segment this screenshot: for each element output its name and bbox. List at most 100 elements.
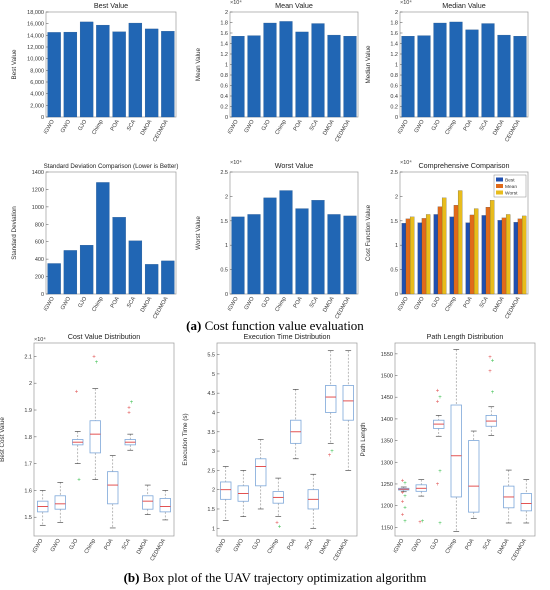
y-tick-label: 0.5 — [390, 268, 398, 274]
y-tick-label: 1450 — [381, 395, 393, 401]
y-tick-label: 400 — [35, 257, 44, 263]
x-tick-label: POA — [464, 538, 475, 551]
y-tick-label: 2 — [395, 194, 398, 200]
box-chimp-outlier: + — [95, 360, 99, 366]
chart-title: Standard Deviation Comparison (Lower is … — [44, 163, 179, 170]
y-tick-label: 2,000 — [30, 103, 44, 109]
bar-poa — [112, 31, 126, 118]
y-axis-label: Worst Value — [195, 216, 202, 250]
y-tick-label: 0 — [225, 292, 228, 298]
x-tick-label: SCA — [126, 119, 137, 132]
bar-worst-igwo — [409, 216, 415, 295]
bar-dmoa — [327, 214, 341, 295]
y-tick-label: 0 — [41, 115, 44, 121]
box-igwo-outlier: + — [403, 519, 407, 525]
y-tick-label: 200 — [35, 275, 44, 281]
y-tick-label: 1150 — [381, 525, 393, 531]
y-tick-label: 4,000 — [30, 92, 44, 98]
x-tick-label: Chimp — [267, 538, 280, 555]
bar-cedmoa — [513, 36, 527, 118]
box-gjo-outlier: + — [436, 482, 440, 488]
bar-cedmoa — [343, 36, 357, 118]
y-tick-label: 2 — [225, 10, 228, 16]
box-chimp-outlier: + — [275, 520, 279, 526]
x-tick-label: CEDMOA — [333, 538, 351, 562]
y-axis-label: Mean Value — [195, 47, 202, 81]
box-poa-body — [468, 440, 480, 513]
y-tick-label: 1250 — [381, 482, 393, 488]
x-tick-label: GWO — [233, 537, 246, 553]
axis-exponent: ×10⁴ — [400, 0, 412, 6]
x-tick-label: Chimp — [445, 538, 458, 555]
box-sca-outlier: + — [488, 369, 492, 375]
y-axis-label: Standard Deviation — [11, 206, 18, 260]
box-gjo-outlier: + — [436, 400, 440, 406]
x-tick-label: GWO — [244, 295, 257, 311]
bar-worst-dmoa — [505, 214, 511, 295]
box-sca-outlier: + — [127, 405, 131, 411]
x-tick-label: Chimp — [274, 296, 287, 313]
x-tick-label: GJO — [252, 537, 263, 551]
y-tick-label: 6,000 — [30, 80, 44, 86]
bar-best-sca — [481, 215, 487, 295]
y-tick-label: 2.5 — [220, 170, 228, 176]
y-tick-label: 1200 — [32, 187, 44, 193]
y-tick-label: 1000 — [32, 205, 44, 211]
y-tick-label: 1350 — [381, 439, 393, 445]
caption-a: (a) Cost function value evaluation — [0, 318, 550, 334]
x-tick-label: Chimp — [91, 296, 104, 313]
plot-frame-7 — [216, 342, 358, 537]
x-tick-label: CEDMOA — [152, 296, 170, 320]
bar-gjo — [79, 245, 94, 295]
box-igwo-outlier: + — [401, 512, 405, 518]
y-tick-label: 1.5 — [24, 515, 32, 521]
axis-exponent: ×10⁴ — [230, 0, 242, 6]
y-tick-label: 0.4 — [220, 94, 228, 100]
x-tick-label: SCA — [479, 296, 490, 309]
x-tick-label: SCA — [309, 119, 320, 132]
bar-dmoa — [327, 34, 341, 118]
x-tick-label: DMOA — [319, 538, 333, 556]
caption-b: (b) Box plot of the UAV trajectory optim… — [0, 570, 550, 586]
x-tick-label: DMOA — [140, 119, 154, 137]
x-tick-label: GWO — [50, 537, 63, 553]
y-tick-label: 1.8 — [24, 435, 32, 441]
chart-title: Comprehensive Comparison — [418, 161, 509, 170]
y-axis-label: Median Value — [365, 45, 372, 84]
y-tick-label: 1.5 — [390, 219, 398, 225]
legend-swatch-worst — [496, 190, 503, 195]
y-tick-label: 1.2 — [220, 52, 228, 58]
x-tick-label: Chimp — [444, 119, 457, 136]
bar-best-gjo — [433, 214, 439, 295]
bar-gwo — [63, 31, 78, 118]
box-dmoa-outlier: + — [328, 453, 332, 459]
y-tick-label: 1.8 — [390, 21, 398, 27]
x-tick-label: GJO — [261, 295, 272, 309]
x-tick-label: GWO — [411, 537, 424, 553]
box-igwo-outlier: + — [401, 491, 405, 497]
caption-b-text: Box plot of the UAV trajectory optimizat… — [142, 570, 427, 585]
y-tick-label: 0.8 — [390, 73, 398, 79]
x-tick-label: Chimp — [274, 119, 287, 136]
legend-label-worst: Worst — [505, 191, 518, 197]
y-tick-label: 1.2 — [390, 52, 398, 58]
y-tick-label: 12,000 — [27, 45, 44, 51]
x-tick-label: GWO — [244, 118, 257, 134]
legend-swatch-mean — [496, 184, 503, 188]
bar-mean-chimp — [453, 205, 459, 295]
caption-a-letter: (a) — [186, 318, 202, 333]
box-poa-body — [107, 471, 119, 505]
y-tick-label: 14,000 — [27, 33, 44, 39]
x-tick-label: GJO — [431, 295, 442, 309]
bar-best-gwo — [417, 222, 423, 295]
box-gjo-outlier: + — [438, 469, 442, 475]
bar-gwo — [247, 35, 261, 118]
y-tick-label: 600 — [35, 240, 44, 246]
y-tick-label: 16,000 — [27, 22, 44, 28]
box-igwo-outlier: + — [401, 499, 405, 505]
x-tick-label: DMOA — [492, 119, 506, 137]
y-tick-label: 1.5 — [207, 507, 215, 513]
y-axis-label: Execution Time (s) — [182, 413, 189, 465]
chart-title: Mean Value — [275, 1, 313, 10]
